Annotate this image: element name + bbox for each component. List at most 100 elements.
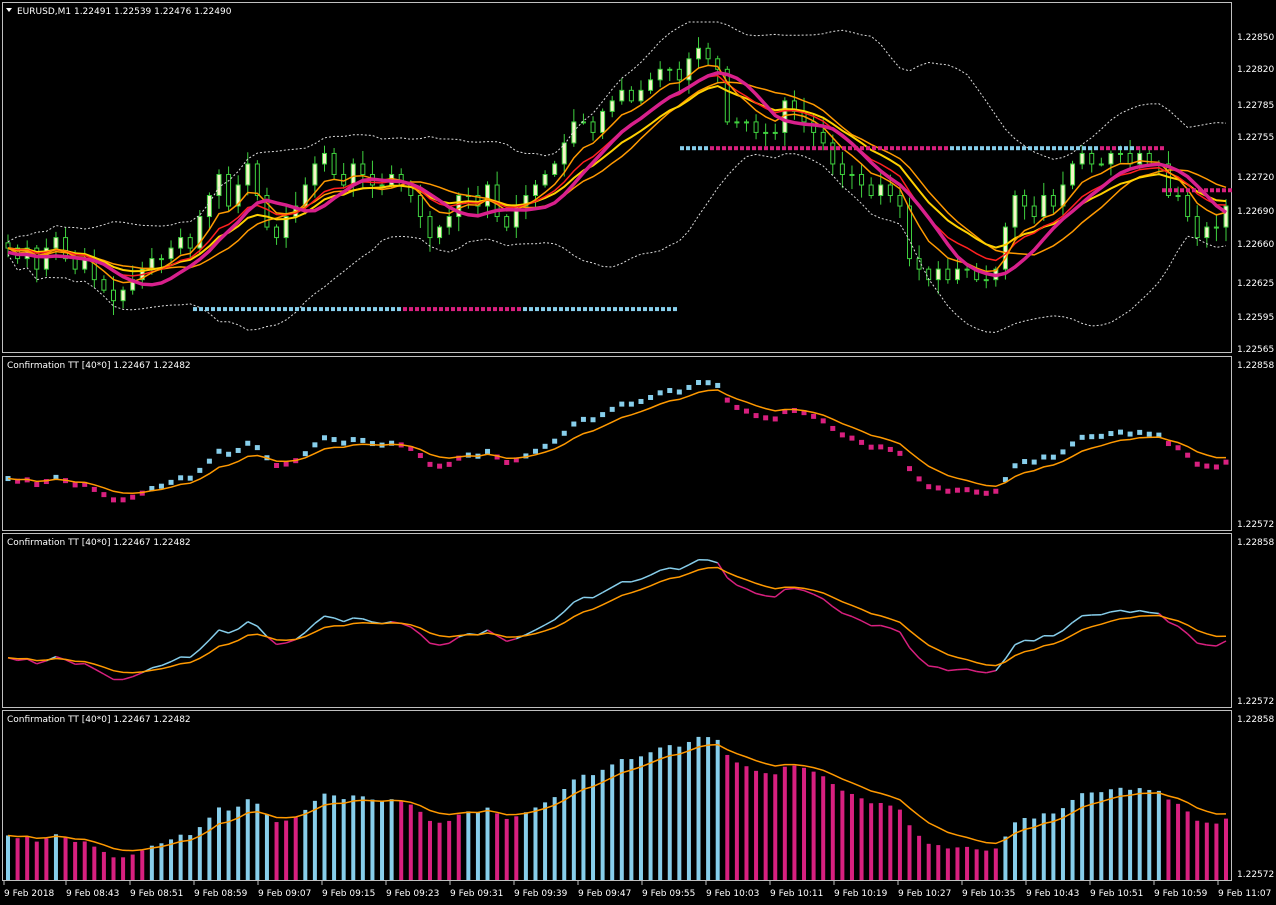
confirmation-line-segment (410, 626, 421, 635)
signal-dot (986, 146, 990, 151)
histogram-bar (322, 793, 327, 880)
confirmation-line-segment (247, 621, 258, 627)
confirmation-dot (206, 458, 212, 464)
signal-dot (475, 307, 479, 312)
signal-dot (199, 307, 203, 312)
signal-dot (698, 146, 702, 151)
confirmation-line-segment (707, 559, 718, 564)
candle-body (705, 47, 711, 60)
candle-body (206, 195, 212, 218)
confirmation-dot (763, 415, 769, 421)
confirmation-line-segment (535, 624, 546, 631)
histogram-bar (849, 793, 854, 880)
signal-dot (848, 146, 852, 151)
histogram-bar (1013, 822, 1018, 880)
confirmation-line-segment (861, 620, 872, 627)
confirmation-dot (283, 461, 289, 467)
confirmation-line-segment (1129, 609, 1140, 614)
candle-body (839, 163, 845, 175)
confirmation-line-segment (448, 636, 460, 644)
candle-body (1185, 195, 1191, 218)
signal-dot (782, 146, 786, 151)
confirmation-line-segment (573, 596, 584, 603)
signal-dot (734, 146, 738, 151)
signal-dot (1130, 146, 1134, 151)
candle-body (283, 216, 289, 239)
price-label: 1.22595 (1237, 313, 1274, 323)
confirmation-dot (935, 485, 941, 491)
triangle-down-icon[interactable] (6, 8, 12, 12)
signal-dot (1082, 146, 1086, 151)
confirmation-dot (1204, 463, 1210, 469)
signal-dot (325, 307, 329, 312)
confirmation-dot (1165, 441, 1171, 447)
signal-dot (427, 307, 431, 312)
candle-body (1118, 152, 1124, 155)
histogram-bar (658, 747, 663, 880)
candle-body (734, 121, 740, 124)
candle-body (849, 173, 855, 176)
signal-dot (649, 307, 653, 312)
histogram-bar (1224, 818, 1228, 880)
confirmation-line-segment (362, 618, 373, 623)
candle-body (772, 131, 778, 134)
signal-dot (740, 146, 744, 151)
confirmation-dot (868, 444, 874, 450)
signal-dot (307, 307, 311, 312)
histogram-bar (466, 811, 471, 880)
histogram-bar (197, 827, 202, 880)
confirmation-line-segment (1062, 621, 1074, 632)
confirmation-dot (408, 445, 414, 451)
histogram-bar (370, 799, 375, 880)
candle-body (609, 100, 615, 112)
candle-body (158, 258, 164, 261)
histogram-bar (418, 811, 423, 880)
signal-dot (1100, 146, 1104, 151)
histogram-bar (571, 779, 576, 880)
signal-dot (1028, 146, 1032, 151)
signal-dot (1052, 146, 1056, 151)
signal-dot (1228, 188, 1232, 193)
signal-dot (884, 146, 888, 151)
histogram-bar (111, 857, 116, 880)
confirmation-line-segment (151, 664, 162, 669)
confirmation-line-segment (1024, 639, 1035, 642)
candle-body (360, 163, 366, 175)
signal-dot (469, 307, 473, 312)
signal-dot (1186, 188, 1190, 193)
signal-dot (211, 307, 215, 312)
signal-dot (235, 307, 239, 312)
histogram-bar (1195, 820, 1200, 880)
signal-dot (415, 307, 419, 312)
signal-dot (680, 146, 684, 151)
histogram-bar (686, 741, 691, 880)
histogram-bar (1032, 818, 1037, 880)
signal-dot (277, 307, 281, 312)
histogram-bar (101, 851, 106, 880)
signal-dot (379, 307, 383, 312)
confirmation-dot (226, 451, 232, 457)
histogram-bar (274, 822, 279, 880)
histogram-bar (389, 799, 394, 880)
signal-dot (926, 146, 930, 151)
signal-dot (770, 146, 774, 151)
histogram-bar (869, 803, 874, 880)
confirmation-line-segment (803, 589, 814, 596)
histogram-bar (523, 812, 528, 880)
signal-dot (541, 307, 545, 312)
sub-panel-3-plot (6, 736, 1228, 880)
confirmation-dot (254, 445, 260, 451)
confirmation-line-segment (794, 587, 805, 592)
histogram-bar (744, 766, 749, 880)
confirmation-dot (648, 394, 654, 400)
confirmation-dot (830, 425, 836, 431)
signal-dot (433, 307, 437, 312)
confirmation-line-segment (1168, 621, 1179, 628)
candle-body (1041, 195, 1047, 218)
signal-dot (631, 307, 635, 312)
histogram-bar (303, 809, 308, 880)
confirmation-dot (216, 448, 222, 454)
sub-panel-2-title: Confirmation TT [40*0] 1.22467 1.22482 (7, 538, 191, 548)
confirmation-line-segment (851, 615, 862, 622)
